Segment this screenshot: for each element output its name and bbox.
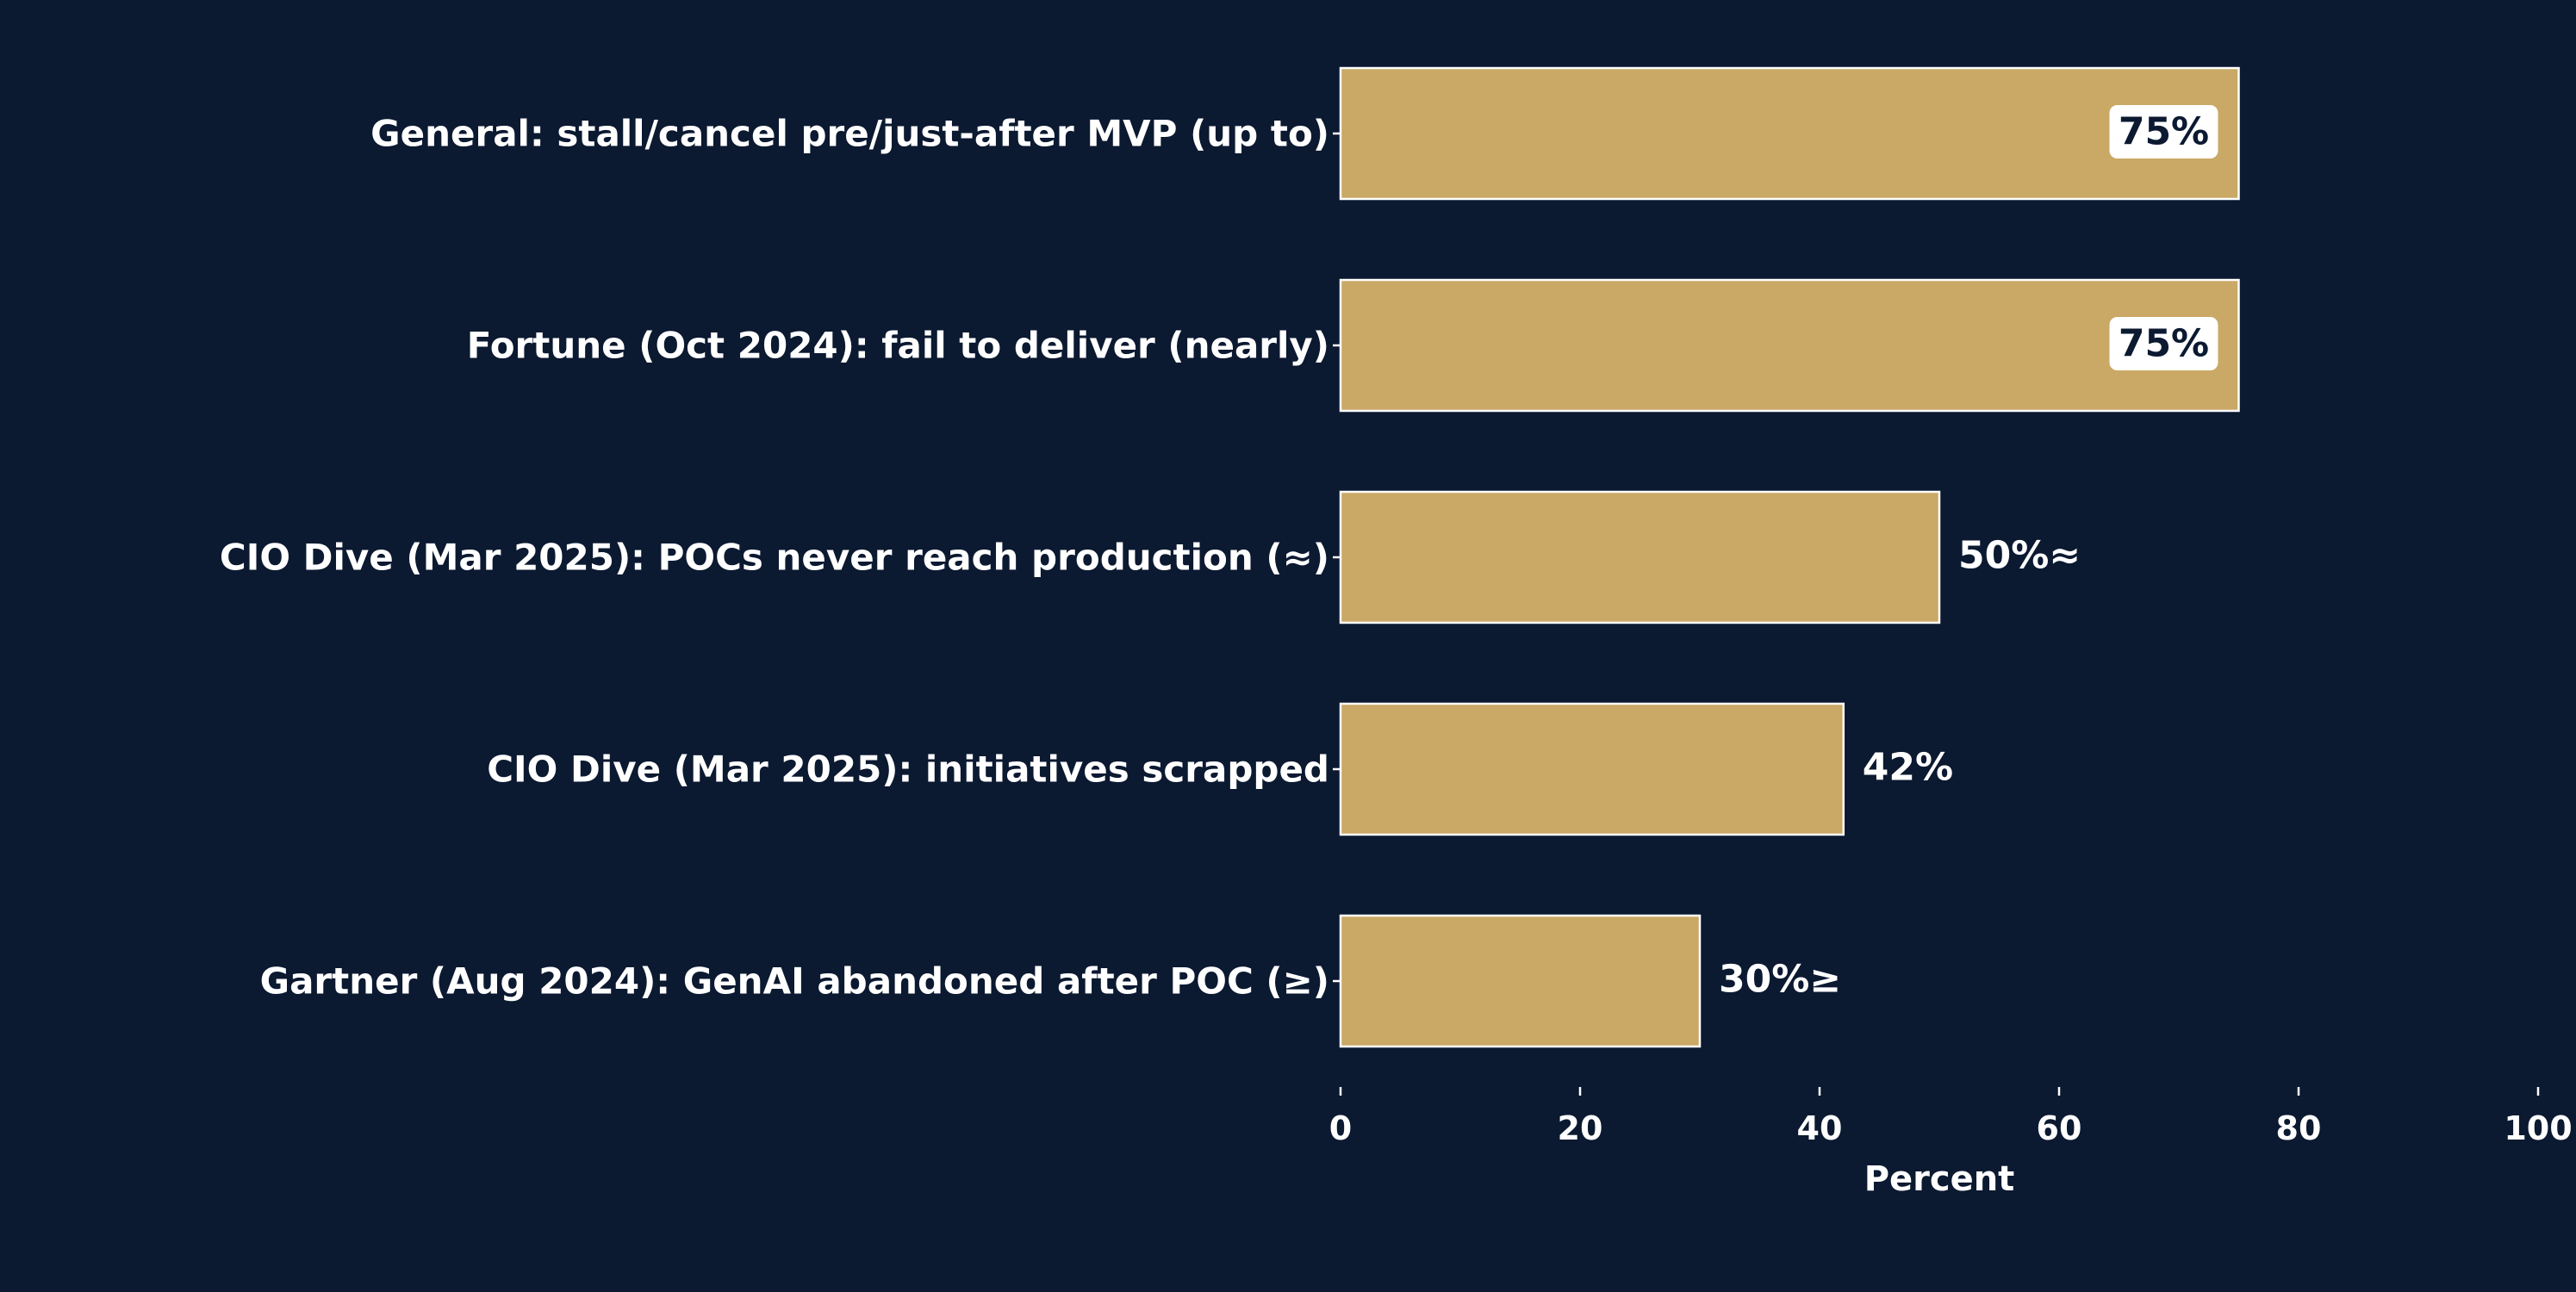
data-label-box <box>2109 317 2218 370</box>
x-tick-label: 100 <box>2504 1109 2572 1147</box>
x-tick-label: 80 <box>2276 1109 2322 1147</box>
data-label: 50%≈ <box>1958 534 2081 578</box>
category-label: Fortune (Oct 2024): fail to deliver (nea… <box>467 325 1329 367</box>
x-tick-label: 0 <box>1329 1109 1352 1147</box>
category-label: Gartner (Aug 2024): GenAI abandoned afte… <box>260 960 1329 1003</box>
data-label: 42% <box>1863 746 1953 790</box>
bar <box>1339 914 1702 1048</box>
data-label: 75% <box>2119 322 2209 366</box>
category-label: CIO Dive (Mar 2025): POCs never reach pr… <box>220 537 1329 579</box>
x-axis: 0 20 40 60 80 100 <box>1329 1087 2573 1147</box>
bar <box>1339 278 2240 413</box>
x-tick-label: 60 <box>2037 1109 2082 1147</box>
category-labels: General: stall/cancel pre/just-after MVP… <box>220 113 1341 1003</box>
data-label: 75% <box>2119 110 2209 154</box>
bars-layer: 75% 75% 50%≈ 42% 30%≥ <box>1339 66 2240 1048</box>
x-tick-label: 20 <box>1558 1109 1603 1147</box>
category-label: CIO Dive (Mar 2025): initiatives scrappe… <box>487 748 1329 791</box>
data-label-box <box>2109 105 2218 158</box>
data-label: 30%≥ <box>1719 958 1841 1002</box>
x-tick-label: 40 <box>1797 1109 1843 1147</box>
bar <box>1339 490 1941 624</box>
bar <box>1339 66 2240 201</box>
category-label: General: stall/cancel pre/just-after MVP… <box>370 113 1329 155</box>
x-axis-label: Percent <box>1864 1159 2015 1199</box>
bar <box>1339 702 1845 836</box>
